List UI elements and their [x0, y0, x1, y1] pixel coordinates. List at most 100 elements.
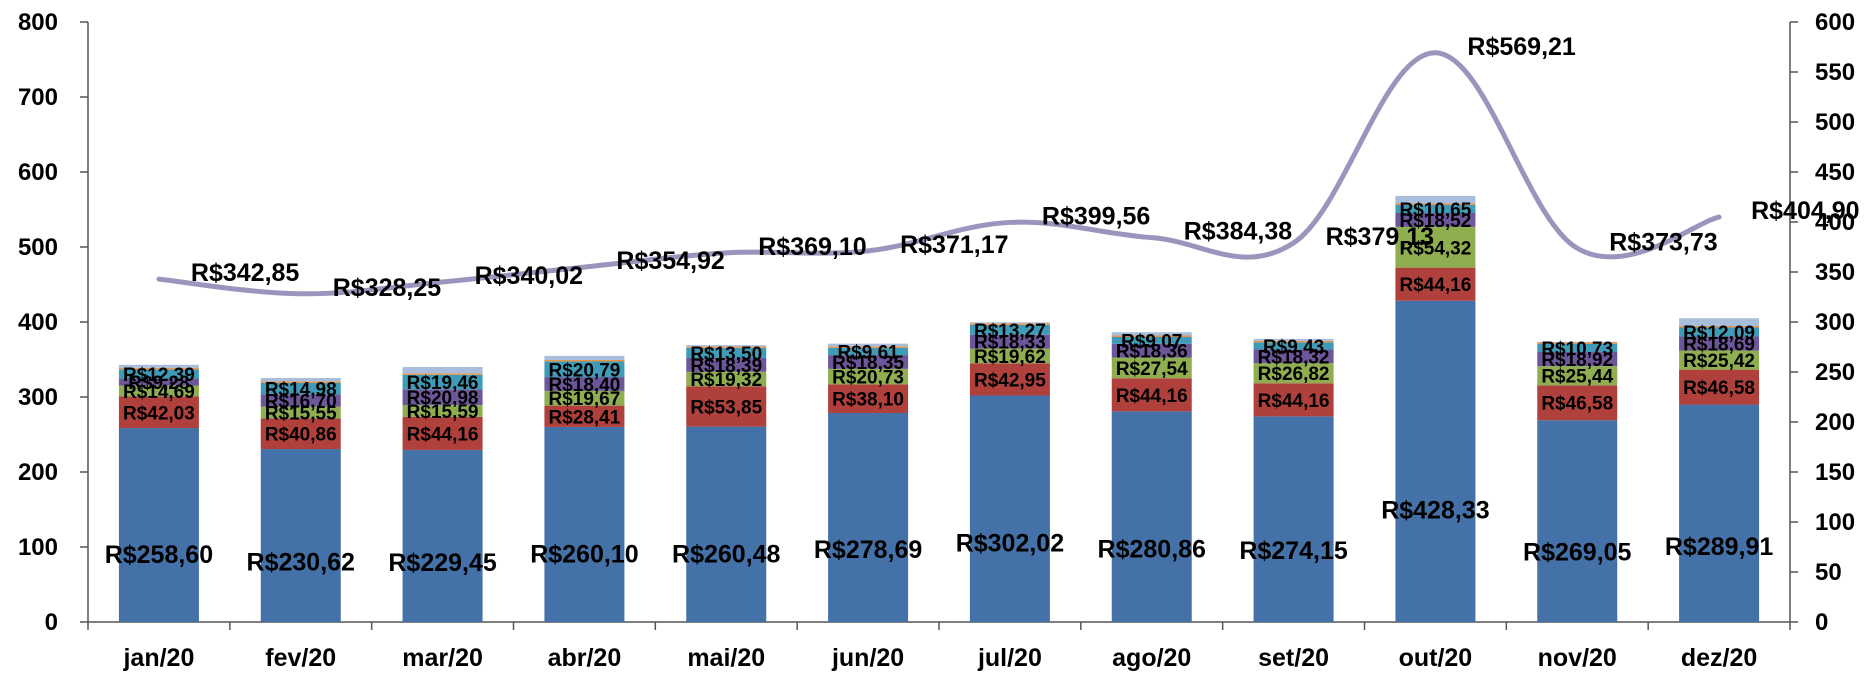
y-right-tick-label: 350: [1815, 259, 1855, 286]
bar-segment: [118, 369, 199, 379]
bar-segment: [1253, 340, 1334, 343]
line-data-label: R$354,92: [616, 247, 724, 275]
y-right-tick-label: 500: [1815, 109, 1855, 136]
bar-segment: [118, 367, 199, 370]
bar-data-label: R$9,07: [1121, 331, 1182, 352]
bar-segment: [402, 366, 483, 374]
bar-data-label: R$38,10: [832, 390, 904, 411]
bar-data-label: R$9,28: [128, 373, 189, 394]
bar-segment: [1253, 363, 1334, 384]
bar-segment: [402, 449, 483, 622]
bar-data-label: R$53,85: [690, 397, 762, 418]
bar-data-label: R$19,67: [548, 389, 620, 410]
bar-segment: [402, 374, 483, 390]
x-category-label: mar/20: [402, 644, 483, 672]
bar-data-label: R$25,42: [1683, 351, 1755, 372]
bar-segment: [1679, 318, 1760, 326]
bar-segment: [1395, 195, 1476, 204]
bar-segment: [118, 378, 199, 386]
bar-data-label: R$12,39: [123, 365, 195, 386]
bar-data-label: R$278,69: [814, 536, 922, 564]
bar-segment: [1395, 205, 1476, 214]
bar-data-label: R$20,79: [548, 360, 620, 381]
bar-data-label: R$18,69: [1683, 335, 1755, 356]
y-right-tick-label: 300: [1815, 309, 1855, 336]
bar-segment: [1111, 335, 1192, 338]
bar-segment: [260, 381, 341, 383]
bar-data-label: R$18,36: [1116, 342, 1188, 363]
line-data-label: R$373,73: [1609, 228, 1717, 256]
x-category-label: jun/20: [831, 644, 904, 672]
bar-segment: [686, 386, 767, 427]
bar-segment: [1253, 349, 1334, 364]
y-left-tick-label: 300: [18, 384, 58, 411]
x-category-label: jan/20: [122, 644, 194, 672]
y-right-tick-label: 50: [1815, 559, 1842, 586]
bar-segment: [118, 364, 199, 368]
bar-segment: [686, 346, 767, 348]
bar-data-label: R$280,86: [1098, 535, 1206, 563]
y-right-tick-label: 550: [1815, 59, 1855, 86]
bar-data-label: R$12,09: [1683, 323, 1755, 344]
line-data-label: R$342,85: [191, 259, 300, 287]
bar-data-label: R$269,05: [1523, 538, 1632, 566]
line-data-label: R$379,13: [1326, 223, 1434, 251]
bar-data-label: R$14,69: [123, 382, 195, 403]
bar-segment: [969, 348, 1050, 364]
bar-segment: [1111, 357, 1192, 379]
bar-segment: [544, 405, 625, 427]
line-data-label: R$328,25: [333, 274, 442, 302]
bar-segment: [1679, 325, 1760, 328]
bar-data-label: R$19,62: [974, 347, 1046, 368]
bar-segment: [1111, 411, 1192, 622]
bar-segment: [686, 357, 767, 372]
bar-segment: [118, 428, 199, 622]
bar-segment: [1537, 366, 1618, 386]
bar-segment: [402, 389, 483, 406]
bar-segment: [969, 363, 1050, 396]
bar-segment: [544, 355, 625, 360]
bar-data-label: R$260,48: [672, 541, 781, 569]
bar-segment: [544, 390, 625, 406]
total-line-series: [156, 50, 1722, 297]
y-right-tick-label: 400: [1815, 209, 1855, 236]
bar-segment: [1253, 416, 1334, 622]
x-category-label: dez/20: [1681, 644, 1757, 672]
y-left-tick-label: 600: [18, 159, 58, 186]
bar-data-label: R$15,55: [265, 404, 337, 425]
bar-segment: [1679, 336, 1760, 351]
line-data-label: R$371,17: [900, 231, 1008, 259]
bar-segment: [1253, 383, 1334, 417]
bar-segment: [1679, 327, 1760, 337]
bar-segment: [1679, 369, 1760, 405]
bar-data-label: R$18,40: [548, 375, 620, 396]
bar-segment: [1537, 352, 1618, 367]
bar-data-label: R$302,02: [956, 530, 1064, 558]
bar-segment: [1395, 226, 1476, 268]
bar-segment: [118, 385, 199, 397]
bar-data-label: R$28,41: [548, 407, 620, 428]
x-category-label: set/20: [1258, 644, 1329, 672]
x-category-label: nov/20: [1538, 644, 1617, 672]
bar-data-label: R$46,58: [1683, 378, 1755, 399]
y-right-tick-label: 250: [1815, 359, 1855, 386]
bar-segment: [402, 416, 483, 450]
bar-data-label: R$42,03: [123, 403, 195, 424]
y-right-tick-label: 450: [1815, 159, 1855, 186]
bar-segment: [1537, 341, 1618, 343]
bar-data-label: R$10,65: [1399, 200, 1471, 221]
bar-data-label: R$46,58: [1541, 394, 1613, 415]
bar-segment: [1679, 350, 1760, 370]
bar-segment: [260, 382, 341, 395]
bar-segment: [544, 359, 625, 362]
y-left-tick-label: 400: [18, 309, 58, 336]
bar-segment: [1111, 378, 1192, 412]
bar-segment: [828, 355, 909, 369]
bar-data-label: R$13,50: [690, 344, 762, 365]
bar-segment: [1395, 203, 1476, 206]
y-right-tick-label: 200: [1815, 409, 1855, 436]
bar-data-label: R$54,32: [1399, 238, 1471, 259]
bar-data-label: R$18,52: [1399, 211, 1471, 232]
y-left-tick-label: 200: [18, 459, 58, 486]
bar-segment: [260, 418, 341, 450]
